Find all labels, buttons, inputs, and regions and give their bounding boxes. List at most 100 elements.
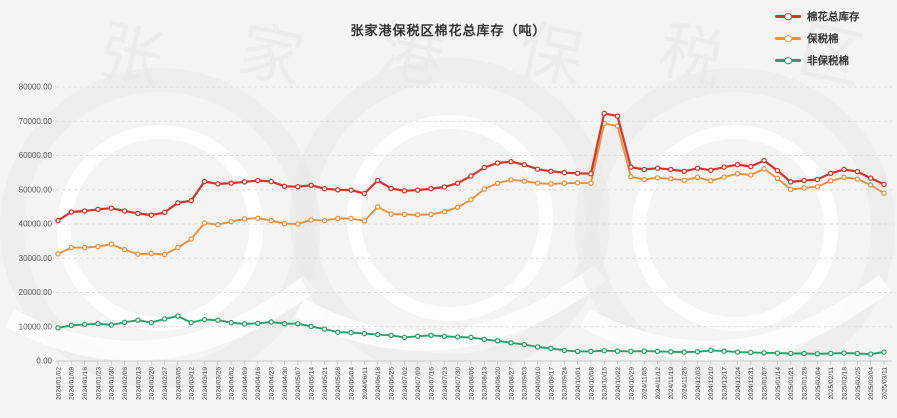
data-point-marker[interactable]: [748, 172, 754, 178]
data-point-marker[interactable]: [215, 181, 221, 187]
data-point-marker[interactable]: [734, 170, 741, 177]
data-point-marker[interactable]: [787, 186, 794, 193]
data-point-marker[interactable]: [801, 350, 807, 357]
data-point-marker[interactable]: [414, 187, 421, 193]
data-point-marker[interactable]: [441, 208, 448, 215]
data-point-marker[interactable]: [55, 251, 61, 257]
data-point-marker[interactable]: [228, 319, 234, 326]
data-point-marker[interactable]: [454, 204, 461, 210]
data-point-marker[interactable]: [255, 177, 261, 184]
data-point-marker[interactable]: [308, 217, 314, 223]
data-point-marker[interactable]: [561, 169, 568, 176]
data-point-marker[interactable]: [308, 182, 314, 189]
data-point-marker[interactable]: [814, 176, 821, 183]
data-point-marker[interactable]: [388, 185, 394, 192]
data-point-marker[interactable]: [348, 187, 354, 193]
data-point-marker[interactable]: [135, 317, 141, 323]
data-point-marker[interactable]: [481, 164, 488, 171]
data-point-marker[interactable]: [361, 218, 368, 224]
data-point-marker[interactable]: [681, 177, 687, 183]
data-point-marker[interactable]: [68, 244, 75, 251]
data-point-marker[interactable]: [361, 190, 368, 197]
data-point-marker[interactable]: [135, 251, 141, 257]
data-point-marker[interactable]: [534, 344, 541, 350]
data-point-marker[interactable]: [454, 180, 461, 186]
data-point-marker[interactable]: [401, 188, 408, 194]
data-point-marker[interactable]: [561, 180, 568, 186]
data-point-marker[interactable]: [881, 349, 887, 355]
data-point-marker[interactable]: [574, 170, 581, 177]
data-point-marker[interactable]: [748, 349, 754, 356]
data-point-marker[interactable]: [641, 176, 647, 183]
data-point-marker[interactable]: [81, 208, 88, 214]
data-point-marker[interactable]: [641, 166, 647, 173]
data-point-marker[interactable]: [428, 211, 434, 218]
data-point-marker[interactable]: [215, 221, 221, 228]
data-point-marker[interactable]: [281, 220, 288, 227]
data-point-marker[interactable]: [175, 200, 181, 206]
data-point-marker[interactable]: [494, 160, 501, 166]
data-point-marker[interactable]: [548, 168, 554, 175]
data-point-marker[interactable]: [654, 348, 661, 355]
data-point-marker[interactable]: [175, 313, 181, 319]
data-point-marker[interactable]: [521, 161, 528, 168]
data-point-marker[interactable]: [601, 347, 607, 354]
data-point-marker[interactable]: [374, 331, 381, 338]
data-point-marker[interactable]: [241, 179, 248, 185]
data-point-marker[interactable]: [95, 206, 101, 213]
data-point-marker[interactable]: [388, 332, 394, 339]
data-point-marker[interactable]: [255, 320, 261, 327]
data-point-marker[interactable]: [694, 349, 701, 355]
data-point-marker[interactable]: [201, 178, 208, 185]
data-point-marker[interactable]: [335, 187, 341, 193]
data-point-marker[interactable]: [441, 184, 448, 190]
data-point-marker[interactable]: [281, 183, 288, 190]
data-point-marker[interactable]: [628, 164, 634, 170]
data-point-marker[interactable]: [321, 217, 328, 224]
data-point-marker[interactable]: [668, 166, 674, 173]
data-point-marker[interactable]: [801, 177, 807, 184]
data-point-marker[interactable]: [95, 243, 101, 250]
data-point-marker[interactable]: [148, 319, 155, 326]
data-point-marker[interactable]: [774, 175, 781, 182]
legend-item-bonded-cotton[interactable]: 保税棉: [775, 32, 860, 45]
data-point-marker[interactable]: [508, 158, 514, 165]
data-point-marker[interactable]: [614, 113, 621, 119]
data-point-marker[interactable]: [881, 190, 887, 196]
data-point-marker[interactable]: [814, 183, 821, 190]
data-point-marker[interactable]: [55, 325, 61, 331]
data-point-marker[interactable]: [414, 212, 421, 218]
data-point-marker[interactable]: [881, 181, 887, 188]
data-point-marker[interactable]: [108, 322, 115, 328]
data-point-marker[interactable]: [574, 348, 581, 355]
data-point-marker[interactable]: [734, 349, 741, 355]
data-point-marker[interactable]: [481, 186, 488, 192]
data-point-marker[interactable]: [108, 205, 115, 211]
data-point-marker[interactable]: [521, 178, 528, 184]
data-point-marker[interactable]: [694, 165, 701, 171]
data-point-marker[interactable]: [721, 164, 727, 170]
data-point-marker[interactable]: [161, 251, 168, 258]
data-point-marker[interactable]: [841, 174, 847, 181]
data-point-marker[interactable]: [468, 334, 474, 341]
data-point-marker[interactable]: [241, 216, 248, 222]
data-point-marker[interactable]: [761, 166, 767, 172]
data-point-marker[interactable]: [81, 321, 88, 328]
data-point-marker[interactable]: [135, 210, 141, 217]
data-point-marker[interactable]: [641, 348, 647, 354]
data-point-marker[interactable]: [241, 321, 248, 327]
data-point-marker[interactable]: [854, 168, 861, 175]
data-point-marker[interactable]: [335, 215, 341, 222]
data-point-marker[interactable]: [774, 167, 781, 174]
data-point-marker[interactable]: [374, 204, 381, 210]
data-point-marker[interactable]: [68, 322, 75, 329]
data-point-marker[interactable]: [68, 209, 75, 215]
data-point-marker[interactable]: [508, 177, 514, 183]
data-point-marker[interactable]: [867, 175, 874, 181]
data-point-marker[interactable]: [268, 178, 274, 185]
data-point-marker[interactable]: [161, 209, 168, 216]
data-point-marker[interactable]: [428, 332, 434, 339]
data-point-marker[interactable]: [348, 329, 354, 336]
data-point-marker[interactable]: [668, 349, 674, 355]
data-point-marker[interactable]: [748, 163, 754, 170]
